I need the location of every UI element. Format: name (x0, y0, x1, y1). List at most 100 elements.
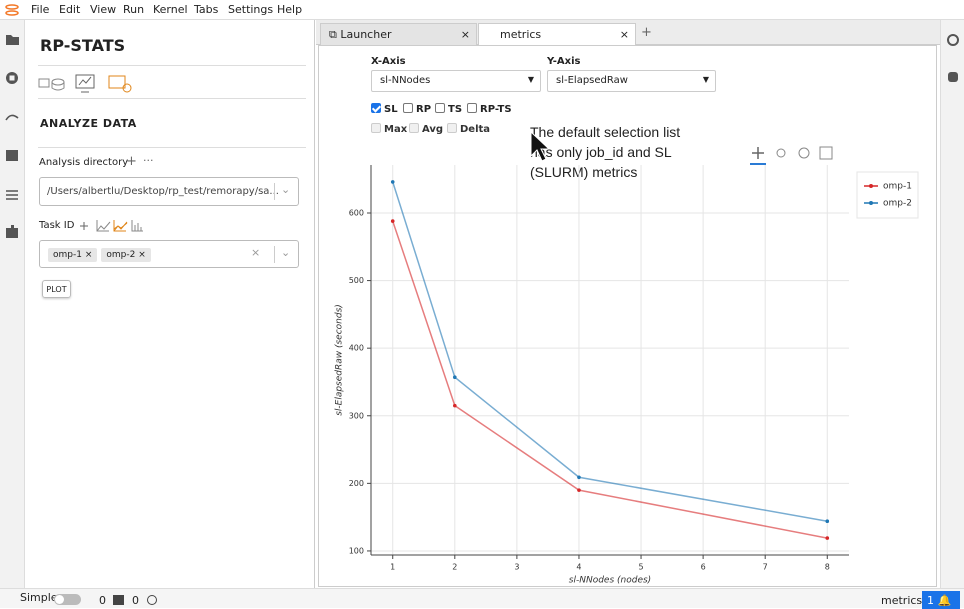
x-tick-label: 5 (638, 563, 643, 572)
multi-plot-icon[interactable] (113, 220, 128, 232)
source-checkbox[interactable]: RP-TS (467, 103, 512, 115)
reset-tool[interactable] (798, 147, 810, 159)
save-tool[interactable] (819, 146, 833, 160)
menu-item[interactable]: Tabs (194, 3, 219, 16)
tab[interactable]: metrics × (478, 23, 636, 46)
x-tick-label: 2 (452, 563, 457, 572)
annotation-line: has only job_id and SL (530, 144, 672, 160)
line (392, 220, 828, 539)
divider (38, 65, 306, 66)
checkbox (371, 123, 381, 133)
close-tab[interactable]: × (619, 28, 629, 41)
status-bar: Simple 0 0 metrics 1 🔔 (0, 588, 964, 609)
checkbox[interactable] (435, 103, 445, 113)
checkbox[interactable] (371, 103, 381, 113)
directory-input[interactable]: /Users/albertlu/Desktop/rp_test/remorapy… (39, 177, 299, 206)
menu-item[interactable]: File (31, 3, 50, 16)
toc-icon[interactable] (6, 190, 18, 200)
clear-button[interactable]: × (251, 246, 261, 259)
source-checkbox[interactable]: RP (403, 103, 431, 115)
x-axis-select[interactable]: sl-NNodes ▼ (371, 70, 541, 92)
add-directory[interactable]: + (126, 154, 137, 169)
panel-title: RP-STATS (40, 36, 126, 55)
checkbox-label: Avg (422, 124, 444, 135)
checkbox-label: RP-TS (480, 104, 512, 115)
close-tab[interactable]: × (460, 28, 470, 41)
menu-bar: File Edit View Run Kernel Tabs Settings … (0, 0, 964, 20)
checkbox-label: Delta (460, 124, 491, 135)
notification-button[interactable]: 1 🔔 (922, 591, 960, 609)
source-checkbox[interactable]: TS (435, 103, 462, 115)
line (392, 181, 828, 522)
dropdown-arrow[interactable]: ⌄ (274, 246, 290, 263)
data-icon[interactable] (38, 78, 50, 88)
line-plot-icon[interactable] (96, 220, 111, 232)
y-axis-select[interactable]: sl-ElapsedRaw ▼ (547, 70, 716, 92)
point (825, 519, 830, 524)
bar-plot-icon[interactable] (131, 220, 143, 232)
pan-tool[interactable] (752, 147, 764, 159)
source-checkbox[interactable]: SL (371, 103, 398, 115)
checkbox[interactable] (467, 103, 477, 113)
x-tick-label: 8 (825, 563, 830, 572)
menu-item[interactable]: Kernel (153, 3, 188, 16)
property-icon[interactable] (947, 34, 959, 46)
y-axis-value: sl-ElapsedRaw (556, 75, 628, 86)
kernel-icon[interactable] (147, 595, 157, 605)
divider (38, 147, 306, 148)
y-tick-label: 400 (349, 344, 364, 353)
legend-label: omp-1 (883, 182, 912, 192)
mode-toggle[interactable] (54, 594, 81, 605)
point (453, 403, 457, 408)
analyze-icon[interactable] (108, 75, 126, 89)
menu-item[interactable]: Edit (59, 3, 81, 16)
x-tick-label: 3 (514, 563, 519, 572)
menu-item[interactable]: View (90, 3, 117, 16)
annotation-line: (SLURM) metrics (530, 164, 638, 180)
task-select[interactable]: omp-1 × omp-2 × (39, 240, 299, 268)
legend-marker (869, 184, 873, 188)
annotation-line: The default selection list (530, 124, 681, 140)
commands-icon[interactable] (6, 150, 18, 161)
task-chip[interactable]: omp-1 × (48, 248, 98, 262)
task-chip[interactable]: omp-2 × (101, 248, 151, 262)
x-axis-label: X-Axis (371, 56, 406, 67)
section-title: ANALYZE DATA (40, 117, 137, 130)
checkbox (409, 123, 419, 133)
menu-item[interactable]: Run (123, 3, 145, 16)
directory-value: /Users/albertlu/Desktop/rp_test/remorapy… (47, 186, 279, 197)
y-axis-label: Y-Axis (547, 56, 581, 67)
checkbox-label: SL (384, 104, 398, 115)
menu-item[interactable]: Help (277, 3, 303, 16)
annotation: The default selection list has only job_… (530, 122, 680, 182)
point (825, 536, 830, 540)
dropdown-arrow[interactable]: ⌄ (274, 183, 290, 200)
x-tick-label: 6 (701, 563, 706, 572)
x-axis-value: sl-NNodes (380, 75, 431, 86)
x-axis-title: sl-NNodes (nodes) (569, 576, 651, 586)
zoom-tool[interactable] (776, 148, 786, 158)
plot-button[interactable]: PLOT (42, 280, 71, 298)
extension-icon[interactable] (6, 225, 18, 238)
tab[interactable]: ⧉ Launcher × (320, 23, 477, 45)
stat-checkbox: Delta (447, 123, 490, 135)
task-name: omp-1 (53, 250, 82, 260)
files-icon[interactable] (6, 35, 19, 45)
more-button[interactable]: ··· (143, 154, 154, 167)
monitor-icon[interactable] (75, 74, 95, 89)
menu-item[interactable]: Settings (228, 3, 274, 16)
mode-label: Simple (20, 591, 58, 604)
terminal-icon[interactable] (113, 595, 124, 605)
document-name: metrics (881, 594, 923, 607)
add-task[interactable] (80, 222, 88, 230)
divider (38, 98, 306, 99)
rp-icon[interactable] (5, 114, 19, 121)
view-icons (38, 74, 132, 93)
checkbox[interactable] (403, 103, 413, 113)
right-sidebar (940, 20, 964, 588)
terminal-count: 0 (99, 594, 106, 607)
new-tab[interactable]: + (641, 25, 652, 40)
debugger-icon[interactable] (948, 72, 958, 82)
y-tick-label: 600 (349, 208, 364, 217)
